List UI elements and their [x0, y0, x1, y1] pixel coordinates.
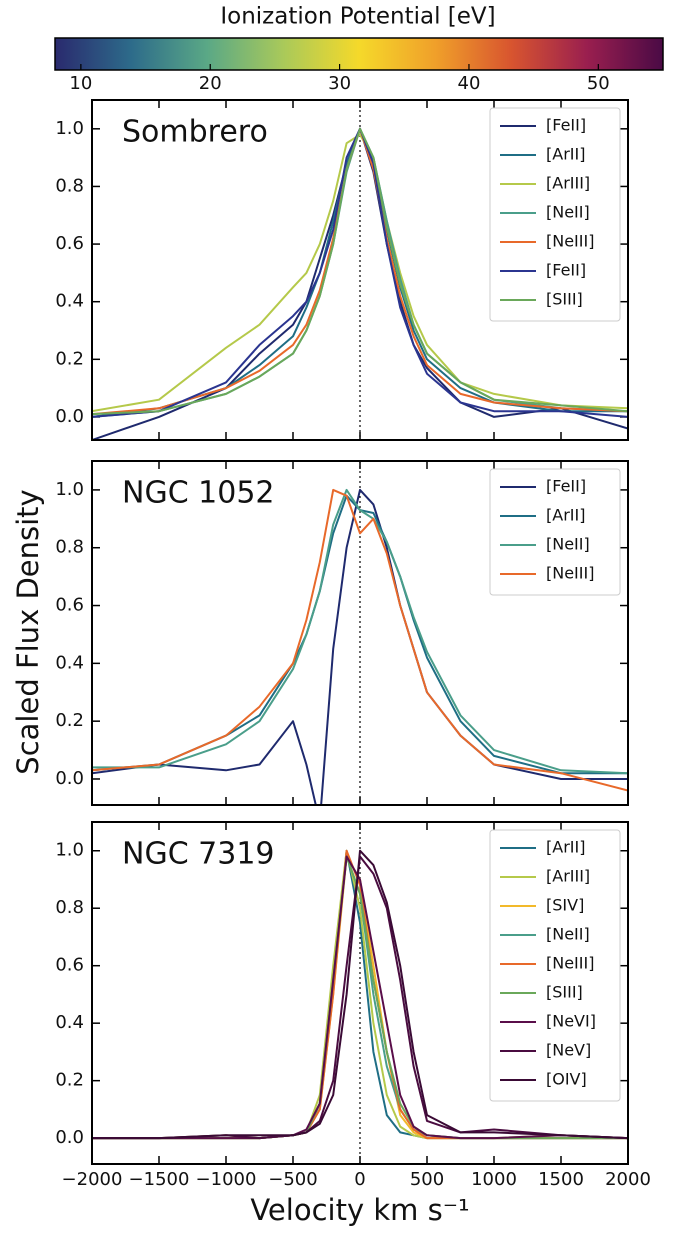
panel-title: Sombrero [122, 115, 268, 150]
legend-label: [NeIII] [546, 232, 594, 251]
y-axis-label: Scaled Flux Density [11, 489, 45, 774]
x-tick-label: 500 [410, 1169, 444, 1190]
legend-label: [ArII] [546, 145, 585, 164]
plot-frame [91, 99, 629, 441]
y-tick-label: 0.4 [55, 652, 84, 673]
y-tick-label: 0.6 [55, 595, 84, 616]
y-tick-label: 0.6 [55, 233, 84, 254]
x-tick-label: 2000 [605, 1169, 651, 1190]
y-tick-label: 0.4 [55, 291, 84, 312]
x-axis-label: Velocity km s⁻¹ [250, 1193, 469, 1227]
legend-label: [FeII] [546, 477, 586, 496]
legend-label: [SIII] [546, 983, 583, 1002]
y-tick-label: 1.0 [55, 479, 84, 500]
y-tick-label: 0.8 [55, 537, 84, 558]
y-tick-label: 0.2 [55, 1070, 84, 1091]
colorbar-tick-label: 10 [69, 73, 92, 94]
y-tick-label: 1.0 [55, 840, 84, 861]
panel-title: NGC 1052 [122, 476, 275, 511]
series-line [92, 488, 628, 775]
series-line [92, 488, 628, 792]
colorbar-label: Ionization Potential [eV] [220, 4, 495, 30]
x-tick-label: 1500 [538, 1169, 584, 1190]
legend-label: [OIV] [546, 1070, 587, 1089]
legend-label: [FeII] [546, 261, 586, 280]
legend-box [489, 107, 621, 322]
x-tick-label: −1500 [129, 1169, 190, 1190]
series-line [92, 849, 628, 1140]
y-tick-label: 0.8 [55, 897, 84, 918]
y-tick-label: 0.2 [55, 710, 84, 731]
legend-label: [ArII] [546, 506, 585, 525]
legend-label: [NeII] [546, 535, 590, 554]
legend-box [489, 829, 621, 1102]
plot-frame [91, 460, 629, 806]
legend-label: [NeIII] [546, 564, 594, 583]
y-tick-label: 0.2 [55, 348, 84, 369]
legend-label: [FeII] [546, 116, 586, 135]
y-tick-label: 0.0 [55, 1127, 84, 1148]
y-tick-label: 1.0 [55, 118, 84, 139]
colorbar-tick-label: 40 [458, 73, 481, 94]
legend-label: [SIII] [546, 290, 583, 309]
series-line [92, 127, 628, 416]
y-tick-label: 0.8 [55, 175, 84, 196]
legend-label: [NeII] [546, 925, 590, 944]
plot-frame [91, 821, 629, 1165]
x-tick-label: −2000 [62, 1169, 123, 1190]
legend-label: [NeV] [546, 1041, 591, 1060]
colorbar-tick-label: 30 [328, 73, 351, 94]
panel-title: NGC 7319 [122, 837, 275, 872]
legend-box [489, 468, 621, 596]
x-tick-label: 1000 [471, 1169, 517, 1190]
x-tick-label: −500 [268, 1169, 317, 1190]
colorbar [54, 37, 664, 71]
y-tick-label: 0.0 [55, 768, 84, 789]
y-tick-label: 0.4 [55, 1012, 84, 1033]
colorbar-tick-label: 50 [587, 73, 610, 94]
legend-label: [SIV] [546, 896, 584, 915]
legend-label: [ArIII] [546, 867, 590, 886]
x-tick-label: −1000 [196, 1169, 257, 1190]
x-tick-label: 0 [354, 1169, 365, 1190]
legend-label: [NeIII] [546, 954, 594, 973]
y-tick-label: 0.6 [55, 955, 84, 976]
legend-label: [ArII] [546, 838, 585, 857]
legend-label: [NeVI] [546, 1012, 596, 1031]
legend-label: [ArIII] [546, 174, 590, 193]
y-tick-label: 0.0 [55, 406, 84, 427]
legend-label: [NeII] [546, 203, 590, 222]
colorbar-tick-label: 20 [199, 73, 222, 94]
